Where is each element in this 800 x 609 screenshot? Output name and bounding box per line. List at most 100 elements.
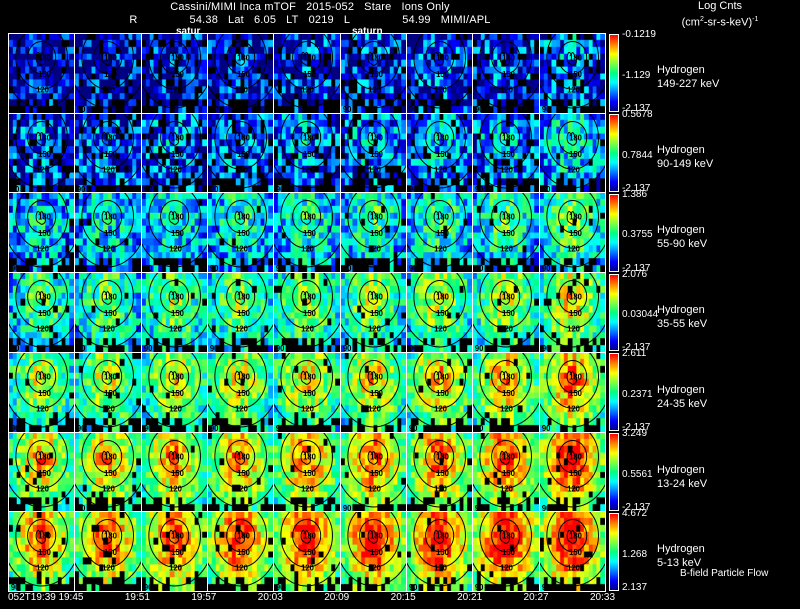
skymap-panel[interactable]: 180 150 120 90 (273, 273, 340, 352)
skymap-panel[interactable]: 180 150 120 90 (273, 193, 340, 273)
lat-label: Lat (228, 14, 244, 26)
lat-value: 6.05 (253, 14, 277, 26)
skymap-panel[interactable]: 180 150 120 90 (8, 352, 75, 432)
skymap-panel[interactable]: 180 150 120 90 (405, 273, 473, 352)
contour-core-180 (367, 291, 378, 305)
skymap-panel[interactable]: 180 150 120 90 (140, 432, 207, 512)
contour-core-180 (566, 370, 577, 385)
skymap-panel[interactable]: 180 150 120 90 (339, 273, 406, 352)
skymap-panel[interactable]: 180 150 120 90 (140, 113, 207, 193)
skymap-panel[interactable]: 180 150 120 90 (405, 113, 473, 193)
skymap-panel[interactable]: 180 150 120 90 (339, 352, 406, 432)
skymap-panel[interactable]: 180 150 120 90 (8, 193, 75, 273)
skymap-panel[interactable]: 180 150 120 90 (538, 273, 606, 352)
skymap-panel[interactable]: 180 150 120 90 (140, 273, 207, 352)
skymap-panel[interactable]: 180 150 120 90 (405, 193, 473, 273)
contour-label-90: 90 (210, 503, 219, 511)
skymap-panel[interactable]: 180 150 120 90 (74, 512, 141, 592)
skymap-panel[interactable]: 180 150 120 90 (339, 512, 406, 592)
contour-label-180: 180 (38, 53, 51, 62)
skymap-panel[interactable]: 180 150 120 90 (206, 352, 274, 432)
skymap-panel[interactable]: 180 150 120 90 (273, 512, 340, 592)
skymap-panel[interactable]: 180 150 120 90 (538, 512, 606, 592)
skymap-panel[interactable]: 180 150 120 90 (74, 432, 141, 512)
skymap-panel[interactable]: 180 150 120 90 (405, 352, 473, 432)
contour-ring-120 (148, 273, 201, 329)
skymap-panel[interactable]: 180 150 120 90 (273, 113, 340, 193)
skymap-panel[interactable]: 180 150 120 90 (472, 273, 539, 352)
skymap-panel[interactable]: 180 150 120 90 (8, 113, 75, 193)
contour-label-150: 150 (370, 548, 383, 557)
contour-overlay: 180 150 120 90 (207, 34, 274, 113)
contour-core-180 (300, 370, 312, 385)
skymap-panel[interactable]: 180 150 120 90 (405, 512, 473, 592)
skymap-panel[interactable]: 180 150 120 90 (8, 273, 75, 352)
contour-ring-150 (226, 40, 256, 75)
skymap-panel[interactable]: 180 150 120 90 (8, 34, 75, 113)
skymap-panel[interactable]: 180 150 120 90 (74, 34, 141, 113)
contour-ring-90 (406, 403, 473, 428)
contour-label-180: 180 (104, 53, 117, 62)
skymap-panel[interactable]: 180 150 120 90 (339, 432, 406, 512)
contour-label-120: 120 (368, 564, 381, 573)
skymap-panel[interactable]: 180 150 120 90 (140, 512, 207, 592)
skymap-panel[interactable]: 180 150 120 90 (472, 34, 539, 113)
contour-ring-150 (425, 519, 455, 553)
contour-ring-90 (9, 323, 75, 348)
contour-core-180 (367, 51, 378, 66)
skymap-panel[interactable]: 180 150 120 90 (206, 512, 274, 592)
contour-ring-120 (148, 512, 201, 568)
contour-ring-150 (358, 40, 388, 75)
skymap-panel[interactable]: 180 150 120 90 (472, 432, 539, 512)
skymap-panel[interactable]: 180 150 120 90 (538, 193, 606, 273)
time-axis-label: 20:27 (523, 592, 549, 603)
skymap-panel[interactable]: 180 150 120 90 (206, 193, 274, 273)
skymap-panel[interactable]: 180 150 120 90 (339, 193, 406, 273)
skymap-panel[interactable]: 180 150 120 90 (472, 113, 539, 193)
contour-label-150: 150 (436, 309, 449, 318)
skymap-panel[interactable]: 180 150 120 90 (140, 352, 207, 432)
contour-label-150: 150 (171, 229, 184, 238)
contour-label-180: 180 (436, 292, 449, 301)
skymap-panel[interactable]: 180 150 120 90 (273, 34, 340, 113)
skymap-panel[interactable]: 180 150 120 90 (339, 34, 406, 113)
contour-core-180 (433, 211, 444, 226)
contour-core-180 (101, 370, 113, 385)
contour-ring-90 (340, 482, 406, 508)
contour-label-150: 150 (171, 70, 184, 79)
skymap-panel[interactable]: 180 150 120 90 (206, 113, 274, 193)
contour-label-90: 90 (144, 264, 153, 272)
contour-label-90: 90 (11, 503, 20, 511)
skymap-panel[interactable]: 180 150 120 90 (273, 352, 340, 432)
contour-overlay: 180 150 120 90 (274, 352, 340, 432)
contour-overlay: 180 150 120 90 (141, 273, 207, 352)
skymap-panel[interactable]: 180 150 120 90 (206, 273, 274, 352)
contour-label-150: 150 (38, 150, 51, 159)
contour-ring-90 (9, 84, 75, 109)
skymap-panel[interactable]: 180 150 120 90 (538, 352, 606, 432)
skymap-panel[interactable]: 180 150 120 90 (472, 512, 539, 592)
skymap-panel[interactable]: 180 150 120 90 (206, 432, 274, 512)
skymap-panel[interactable]: 180 150 120 90 (74, 273, 141, 352)
skymap-panel[interactable]: 180 150 120 90 (74, 193, 141, 273)
skymap-panel[interactable]: 180 150 120 90 (74, 352, 141, 432)
skymap-panel[interactable]: 180 150 120 90 (206, 34, 274, 113)
skymap-panel[interactable]: 180 150 120 90 (538, 34, 606, 113)
skymap-panel[interactable]: 180 150 120 90 (8, 432, 75, 512)
contour-label-120: 120 (235, 86, 248, 95)
skymap-panel[interactable]: 180 150 120 90 (140, 34, 207, 113)
skymap-panel[interactable]: 180 150 120 90 (8, 512, 75, 592)
colorbar-title: Log Cnts (697, 0, 743, 12)
contour-overlay: 180 150 120 90 (539, 273, 605, 352)
skymap-panel[interactable]: 180 150 120 90 (140, 193, 207, 273)
skymap-panel[interactable]: 180 150 120 90 (538, 113, 606, 193)
contour-overlay: 180 150 120 90 (9, 193, 75, 272)
skymap-panel[interactable]: 180 150 120 90 (538, 432, 606, 512)
skymap-panel[interactable]: 180 150 120 90 (405, 432, 473, 512)
skymap-panel[interactable]: 180 150 120 90 (472, 352, 539, 432)
skymap-panel[interactable]: 180 150 120 90 (405, 34, 473, 113)
skymap-panel[interactable]: 180 150 120 90 (472, 193, 539, 273)
skymap-panel[interactable]: 180 150 120 90 (273, 432, 340, 512)
skymap-panel[interactable]: 180 150 120 90 (339, 113, 406, 193)
skymap-panel[interactable]: 180 150 120 90 (74, 113, 141, 193)
